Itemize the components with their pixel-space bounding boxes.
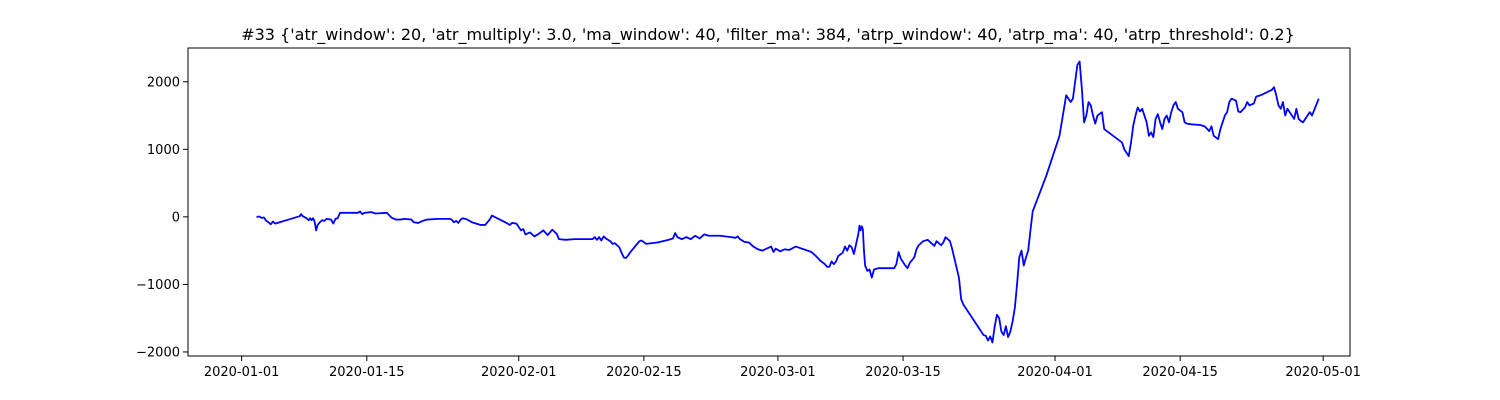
plot-frame <box>187 47 1351 357</box>
x-tick-label: 2020-03-01 <box>740 365 816 380</box>
x-axis: 2020-01-01 2020-01-15 2020-02-01 2020-02-15… <box>204 356 1361 380</box>
x-tick-label: 2020-01-01 <box>204 365 280 380</box>
y-tick-label: 0 <box>172 210 180 225</box>
x-tick-label: 2020-01-15 <box>329 365 405 380</box>
x-tick-label: 2020-04-01 <box>1017 365 1093 380</box>
y-tick-label: 2000 <box>147 75 180 90</box>
y-tick-label: −2000 <box>136 345 180 360</box>
series-line-0 <box>256 60 1320 344</box>
x-tick-label: 2020-02-01 <box>481 365 557 380</box>
x-tick-label: 2020-03-15 <box>865 365 941 380</box>
y-axis: −2000 −1000 0 1000 2000 <box>136 75 188 360</box>
chart-title: #33 {'atr_window': 20, 'atr_multiply': 3… <box>241 25 1295 45</box>
x-tick-label: 2020-05-01 <box>1285 365 1361 380</box>
x-tick-label: 2020-04-15 <box>1142 365 1218 380</box>
y-tick-label: 1000 <box>147 143 180 158</box>
x-tick-label: 2020-02-15 <box>606 365 682 380</box>
y-tick-label: −1000 <box>136 278 180 293</box>
